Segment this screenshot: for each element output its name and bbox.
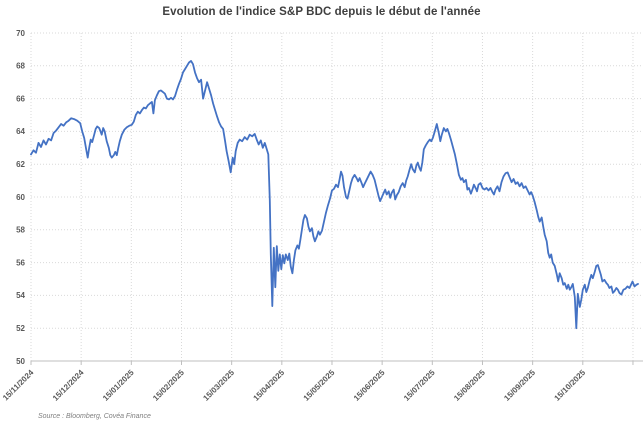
x-tick-label: 15/08/2025: [452, 368, 487, 403]
x-tick-label: 15/01/2025: [101, 368, 136, 403]
x-tick-label: 15/07/2025: [402, 368, 437, 403]
x-tick-label: 15/04/2025: [252, 368, 287, 403]
y-tick-label: 58: [16, 226, 25, 235]
y-tick-label: 66: [16, 94, 25, 103]
y-tick-label: 56: [16, 258, 25, 267]
y-tick-label: 62: [16, 160, 25, 169]
source-note: Source : Bloomberg, Covéa Finance: [38, 413, 151, 420]
x-tick-label: 15/02/2025: [151, 368, 186, 403]
y-tick-label: 60: [16, 193, 25, 202]
y-tick-label: 68: [16, 62, 25, 71]
index-price-line: [30, 60, 639, 330]
y-tick-label: 54: [16, 291, 25, 300]
x-tick-label: 15/06/2025: [352, 368, 387, 403]
chart-title: Evolution de l'indice S&P BDC depuis le …: [162, 6, 481, 18]
x-tick-label: 15/09/2025: [502, 368, 537, 403]
y-tick-label: 64: [16, 127, 25, 136]
x-tick-label: 15/10/2025: [553, 368, 588, 403]
y-tick-label: 52: [16, 324, 25, 333]
x-tick-label: 15/05/2025: [302, 368, 337, 403]
y-tick-label: 70: [16, 29, 25, 38]
x-tick-label: 15/03/2025: [201, 368, 236, 403]
x-tick-label: 15/12/2024: [51, 368, 86, 403]
y-tick-label: 50: [16, 357, 25, 366]
x-tick-label: 15/11/2024: [1, 368, 36, 403]
